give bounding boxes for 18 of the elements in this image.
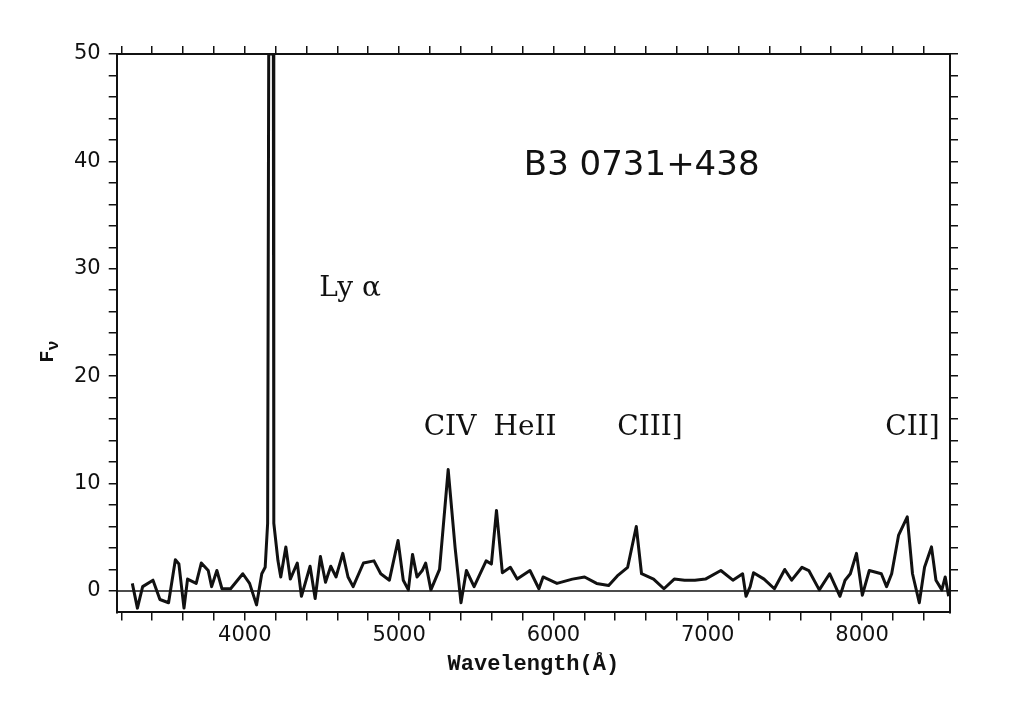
y-tick-label: 0	[87, 577, 101, 602]
annotation: B3 0731+438	[523, 142, 760, 183]
annotation: CIII]	[617, 409, 683, 443]
annotation: CII]	[885, 409, 940, 443]
annotation: CIV	[423, 409, 478, 443]
y-tick-label: 10	[73, 469, 101, 494]
y-tick-label: 20	[73, 362, 101, 387]
y-tick-label: 30	[73, 255, 101, 280]
x-tick-label: 6000	[526, 622, 581, 647]
y-tick-label: 40	[73, 147, 101, 172]
annotation: HeII	[493, 409, 557, 443]
y-tick-label: 50	[73, 40, 101, 65]
annotation: Ly α	[319, 269, 381, 303]
x-tick-label: 4000	[218, 622, 272, 647]
x-tick-label: 5000	[372, 622, 426, 647]
x-tick-label: 7000	[681, 622, 735, 647]
x-tick-label: 8000	[835, 622, 889, 647]
x-axis-title: Wavelength(Å)	[447, 651, 620, 678]
